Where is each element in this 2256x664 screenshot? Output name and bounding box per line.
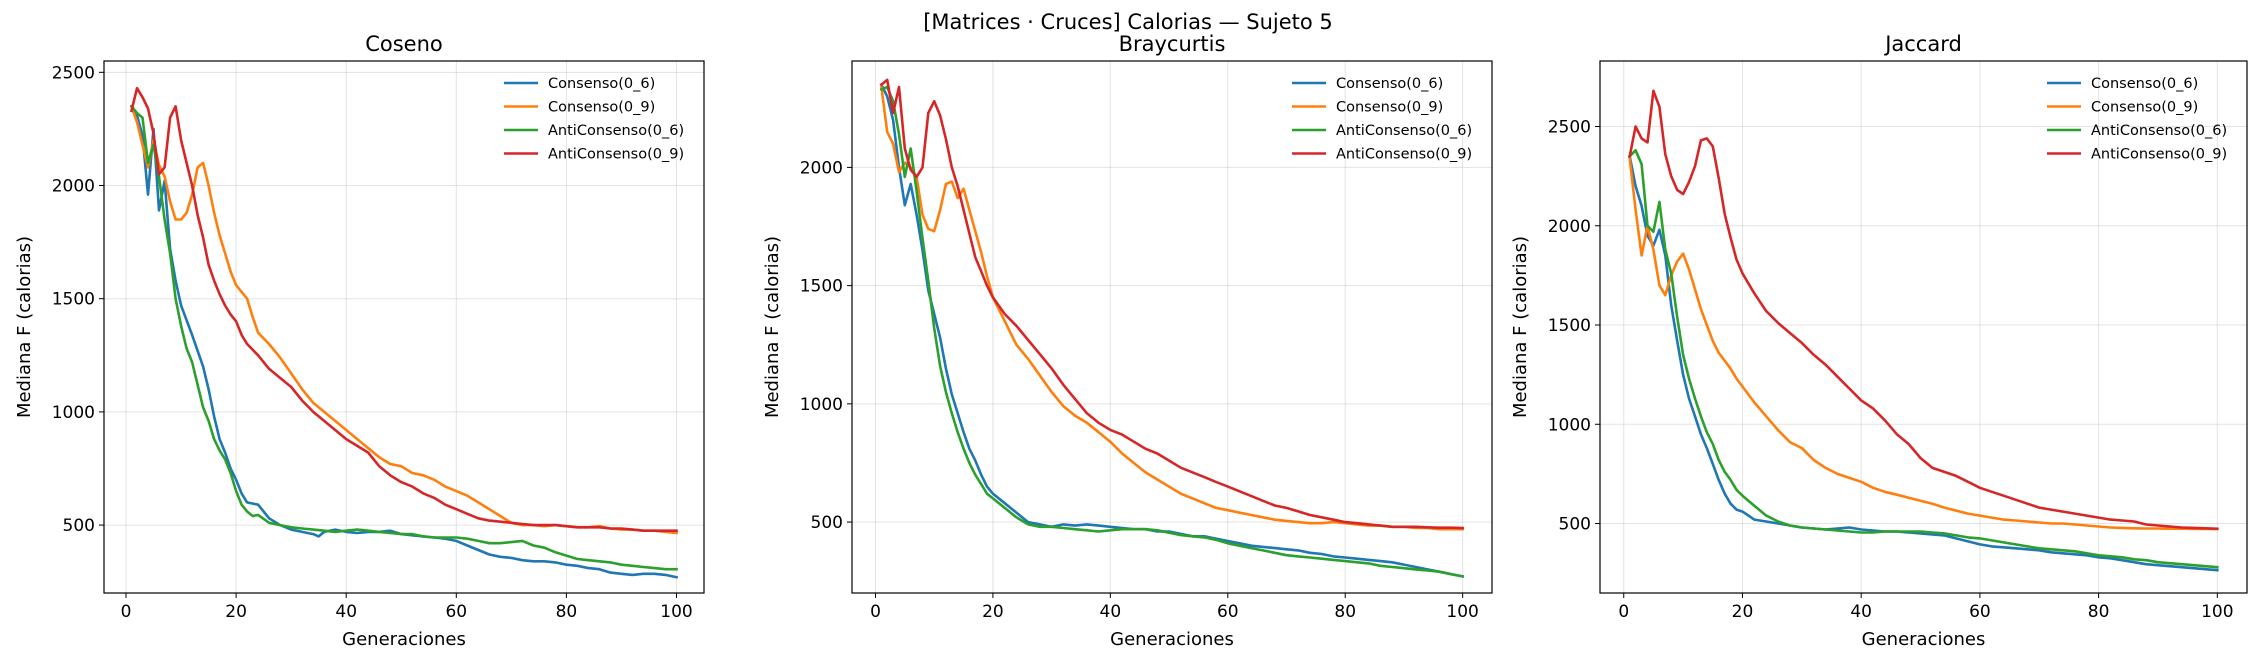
y-tick-label: 1500 <box>800 277 843 297</box>
legend-label: Consenso(0_9) <box>548 100 655 116</box>
y-tick-label: 1000 <box>800 395 843 415</box>
chart-title: Coseno <box>365 32 443 56</box>
series-line-anticonsenso-0-6 <box>1627 149 2219 569</box>
series-line-anticonsenso-0-6 <box>129 104 678 571</box>
x-tick-label: 60 <box>1217 602 1239 622</box>
x-tick-label: 20 <box>1732 602 1754 622</box>
y-axis-label: Mediana F (calorias) <box>1510 236 1531 418</box>
legend-label: AntiConsenso(0_9) <box>1336 147 1472 163</box>
axes-frame <box>851 60 1493 594</box>
x-axis-label: Generaciones <box>1862 629 1986 650</box>
chart-title: Braycurtis <box>1119 32 1226 56</box>
y-tick-label: 500 <box>811 513 843 533</box>
legend-label: Consenso(0_9) <box>1336 100 1443 116</box>
x-tick-label: 80 <box>1334 602 1356 622</box>
y-tick-label: 1500 <box>52 290 95 310</box>
axes-frame <box>1599 60 2248 594</box>
figure-suptitle: [Matrices · Cruces] Calorias — Sujeto 5 <box>923 10 1333 34</box>
y-tick-label: 1000 <box>52 403 95 423</box>
x-axis-label: Generaciones <box>1110 629 1234 650</box>
y-tick-label: 500 <box>63 516 95 536</box>
x-tick-label: 100 <box>2201 602 2233 622</box>
x-tick-label: 40 <box>1100 602 1122 622</box>
legend-label: AntiConsenso(0_6) <box>1336 123 1472 139</box>
x-tick-label: 0 <box>1618 602 1629 622</box>
x-tick-label: 60 <box>445 602 467 622</box>
legend-label: AntiConsenso(0_9) <box>2091 147 2227 163</box>
legend-label: Consenso(0_6) <box>2091 76 2198 92</box>
x-tick-label: 80 <box>556 602 578 622</box>
x-tick-label: 0 <box>870 602 881 622</box>
legend-label: AntiConsenso(0_9) <box>548 147 684 163</box>
y-tick-label: 2500 <box>1548 118 1591 138</box>
y-axis-label: Mediana F (calorias) <box>762 236 783 418</box>
x-tick-label: 60 <box>1969 602 1991 622</box>
y-tick-label: 1500 <box>1548 316 1591 336</box>
x-tick-label: 80 <box>2088 602 2110 622</box>
y-axis-label: Mediana F (calorias) <box>14 236 35 418</box>
legend-label: Consenso(0_6) <box>548 76 655 92</box>
chart-title: Jaccard <box>1883 32 1962 56</box>
legend-label: AntiConsenso(0_6) <box>548 123 684 139</box>
y-tick-label: 2000 <box>800 158 843 178</box>
x-tick-label: 100 <box>1446 602 1478 622</box>
chart-panel-braycurtis: 0 20 40 60 80 100 500 1000 1500 2000 Braycurtis Gen… <box>762 32 1493 650</box>
y-tick-label: 2500 <box>52 63 95 83</box>
series-line-consenso-0-6 <box>879 82 1465 578</box>
x-tick-label: 100 <box>660 602 692 622</box>
axes-frame <box>103 60 705 594</box>
y-tick-label: 2000 <box>1548 217 1591 237</box>
chart-panel-jaccard: 0 20 40 60 80 100 500 1000 1500 2000 2500 Jaccard Ge… <box>1510 32 2248 650</box>
x-tick-label: 0 <box>121 602 132 622</box>
series-line-anticonsenso-0-6 <box>879 85 1465 578</box>
x-tick-label: 40 <box>335 602 357 622</box>
y-tick-label: 2000 <box>52 177 95 197</box>
legend-label: AntiConsenso(0_6) <box>2091 123 2227 139</box>
x-tick-label: 20 <box>982 602 1004 622</box>
legend-label: Consenso(0_9) <box>2091 100 2198 116</box>
series-line-consenso-0-6 <box>129 104 679 579</box>
series-line-consenso-0-6 <box>1628 154 2219 572</box>
legend-label: Consenso(0_6) <box>1336 76 1443 92</box>
chart-panel-coseno: 0 20 40 60 80 100 500 1000 1500 2000 2500 Coseno Gen… <box>14 32 705 650</box>
x-tick-label: 40 <box>1850 602 1872 622</box>
series-line-anticonsenso-0-9 <box>879 78 1464 530</box>
series-line-consenso-0-9 <box>129 104 678 535</box>
series-line-consenso-0-9 <box>1628 156 2219 531</box>
x-axis-label: Generaciones <box>342 629 466 650</box>
series-line-anticonsenso-0-9 <box>1628 89 2219 531</box>
series-line-anticonsenso-0-9 <box>129 86 678 532</box>
y-tick-label: 500 <box>1559 515 1591 535</box>
y-tick-label: 1000 <box>1548 415 1591 435</box>
x-tick-label: 20 <box>225 602 247 622</box>
